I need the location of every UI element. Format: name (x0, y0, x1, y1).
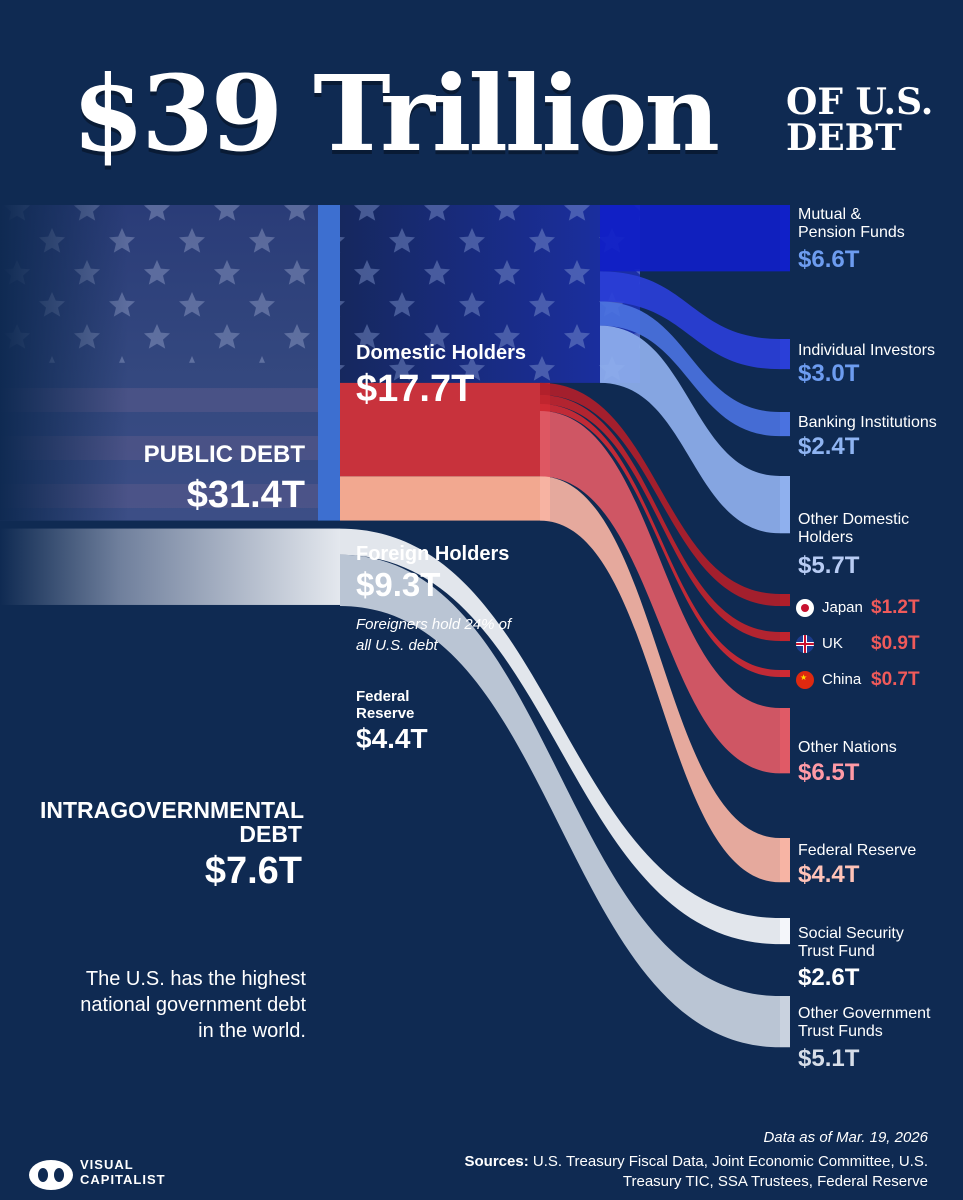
fed-out-value: $4.4T (798, 861, 860, 888)
other-gov-value: $5.1T (798, 1045, 860, 1072)
sources-label: Sources: (464, 1153, 529, 1170)
japan-flag-icon (796, 599, 814, 617)
link-other_gov (340, 554, 780, 1048)
node-other_domestic (780, 476, 790, 534)
intragov-debt-value: $7.6T (204, 850, 302, 892)
foreign-holders-note: Foreigners hold 24% of all U.S. debt (356, 616, 512, 654)
visual-capitalist-logo-icon (29, 1160, 73, 1190)
public-debt-value: $31.4T (186, 474, 305, 516)
other-gov-title: Other Government Trust Funds (798, 1005, 931, 1041)
other-domestic-title: Other Domestic Holders (798, 511, 910, 547)
social-security-title: Social Security Trust Fund (798, 925, 904, 961)
domestic-holders-title: Domestic Holders (356, 342, 527, 364)
sources-text: U.S. Treasury Fiscal Data, Joint Economi… (532, 1153, 928, 1191)
foreign-holders-value: $9.3T (356, 566, 441, 603)
domestic-holders-value: $17.7T (356, 368, 475, 410)
link-other_nations (540, 411, 780, 774)
china-row: ★ China $0.7T (796, 669, 936, 691)
federal-reserve-title: Federal Reserve (356, 688, 415, 723)
china-value: $0.7T (871, 669, 920, 690)
uk-row: UK $0.9T (796, 633, 936, 655)
highest-debt-note: The U.S. has the highest national govern… (80, 968, 306, 1042)
fed-out-title: Federal Reserve (798, 842, 917, 859)
public-debt-fade (0, 205, 320, 521)
china-title: China (822, 671, 862, 688)
uk-title: UK (822, 635, 843, 652)
node-ssa (780, 918, 790, 945)
japan-value: $1.2T (871, 597, 920, 618)
link-ssa (340, 528, 780, 945)
node-mutual (780, 205, 790, 272)
uk-value: $0.9T (871, 633, 920, 654)
intragov-debt-title: INTRAGOVERNMENTAL DEBT (40, 797, 305, 848)
social-security-value: $2.6T (798, 964, 860, 991)
public-debt-node (318, 205, 340, 521)
japan-row: Japan $1.2T (796, 597, 936, 619)
node-other_gov (780, 996, 790, 1048)
brand-name: VISUAL CAPITALIST (80, 1157, 166, 1187)
data-date: Data as of Mar. 19, 2026 (763, 1129, 928, 1146)
individual-investors-title: Individual Investors (798, 342, 935, 359)
node-individual (780, 339, 790, 370)
node-uk (780, 632, 790, 642)
intragov-debt-block (0, 528, 340, 605)
node-japan (780, 594, 790, 607)
link-fed_out (540, 476, 780, 883)
foreign-holders-title: Foreign Holders (356, 543, 510, 565)
link-japan (540, 382, 780, 607)
link-china (540, 403, 780, 678)
other-nations-title: Other Nations (798, 739, 897, 756)
public-debt-title: PUBLIC DEBT (143, 441, 305, 468)
page-subtitle: OF U.S. DEBT (786, 81, 934, 159)
node-other_nations (780, 708, 790, 774)
link-banking (600, 301, 780, 437)
node-china (780, 670, 790, 678)
uk-flag-icon (796, 635, 814, 653)
sources: Sources: U.S. Treasury Fiscal Data, Join… (460, 1152, 929, 1193)
link-individual (600, 271, 780, 370)
link-other_domestic (600, 325, 780, 534)
brand-logo: VISUAL CAPITALIST (26, 1153, 196, 1193)
federal-reserve-value: $4.4T (356, 723, 428, 754)
node-fed_out (780, 838, 790, 883)
page-title: $39 Trillion (72, 52, 720, 175)
fed-node (340, 476, 550, 521)
japan-title: Japan (822, 599, 863, 616)
banking-institutions-value: $2.4T (798, 433, 860, 460)
mutual-funds-title: Mutual & Pension Funds (798, 206, 905, 242)
node-banking (780, 412, 790, 437)
other-nations-value: $6.5T (798, 759, 860, 786)
foreign-node (340, 382, 550, 477)
individual-investors-value: $3.0T (798, 360, 860, 387)
china-flag-icon: ★ (796, 671, 814, 689)
link-uk (540, 394, 780, 642)
banking-institutions-title: Banking Institutions (798, 414, 937, 431)
mutual-funds-value: $6.6T (798, 246, 860, 273)
domestic-stars (340, 205, 640, 383)
other-domestic-value: $5.7T (798, 552, 860, 579)
link-mutual (600, 205, 780, 272)
